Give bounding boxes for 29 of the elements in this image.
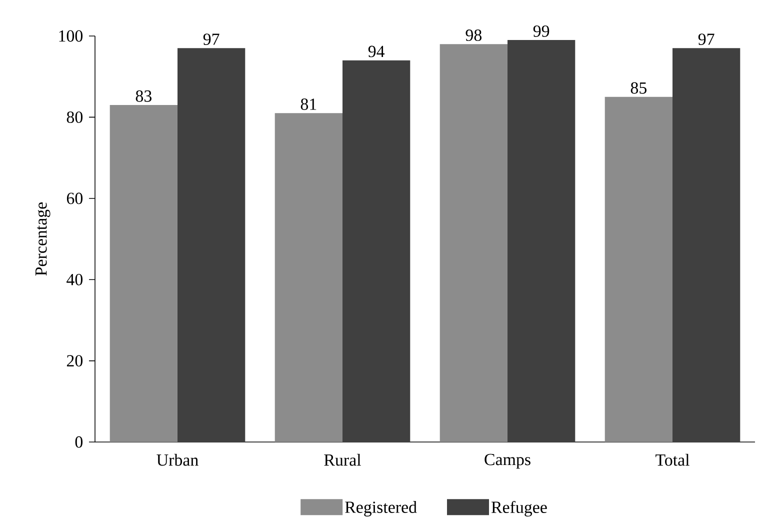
data-label: 98 xyxy=(466,29,482,41)
y-tick-label: 20 xyxy=(66,355,83,367)
bar xyxy=(440,44,508,442)
x-tick-label: Rural xyxy=(324,454,361,466)
y-tick-label: 100 xyxy=(59,30,83,42)
bar xyxy=(274,113,343,442)
x-tick-label: Urban xyxy=(156,454,198,466)
bar xyxy=(604,96,673,442)
y-axis-title: Percentage xyxy=(36,202,50,276)
bar xyxy=(178,48,246,442)
x-tick-label: Total xyxy=(656,454,690,466)
y-tick-label: 40 xyxy=(66,274,83,286)
data-label: 94 xyxy=(368,46,385,58)
x-tick-label: Camps xyxy=(484,454,530,469)
bar xyxy=(342,60,410,442)
data-label: 85 xyxy=(630,82,646,94)
legend-label: Refugee xyxy=(491,500,547,517)
legend-label: Registered xyxy=(345,501,417,516)
data-label: 97 xyxy=(698,34,714,45)
bar xyxy=(508,40,576,442)
bar xyxy=(672,48,740,442)
data-label: 99 xyxy=(533,25,550,37)
data-label: 81 xyxy=(300,98,316,110)
data-label: 83 xyxy=(136,90,152,102)
y-tick-label: 60 xyxy=(66,192,83,204)
y-tick-label: 0 xyxy=(75,436,83,448)
data-label: 97 xyxy=(203,34,220,45)
y-tick-label: 80 xyxy=(66,111,83,123)
bar xyxy=(110,105,178,442)
